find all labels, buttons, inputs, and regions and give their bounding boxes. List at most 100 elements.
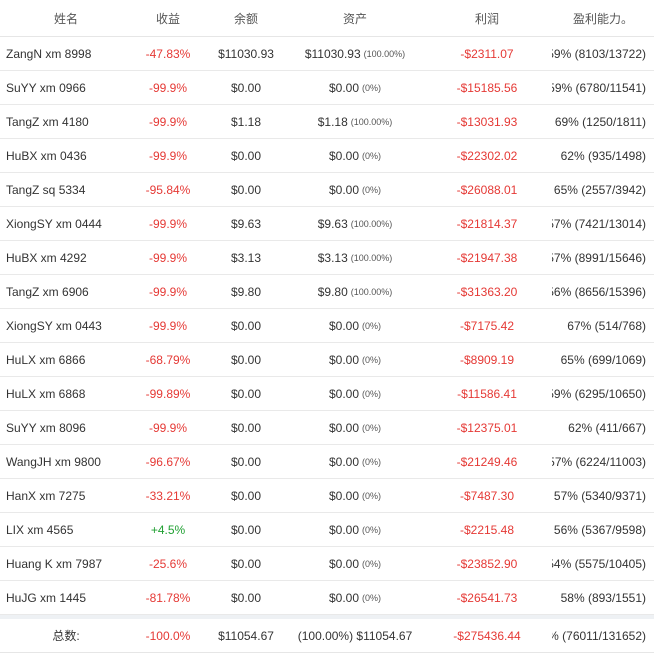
assets-amount: $0.00 [328,522,359,537]
assets-value: $0.00 (0%) [288,71,422,105]
assets-value: $0.00 (0%) [288,139,422,173]
account-name: XiongSY xm 0443 [0,309,132,343]
assets-amount: $0.00 [328,148,359,163]
account-name: SuYY xm 8096 [0,411,132,445]
account-name: HuLX xm 6868 [0,377,132,411]
assets-value: $0.00 (0%) [288,581,422,615]
assets-percent: (0%) [362,82,382,93]
header-balance[interactable]: 余额 [204,0,288,37]
balance-value: $0.00 [204,309,288,343]
gain-value: -99.9% [132,241,204,275]
profit-value: -$2311.07 [422,37,552,71]
win-rate-value: 57% (6224/11003) [552,445,654,479]
assets-percent: (0%) [362,456,382,467]
gain-value: -25.6% [132,547,204,581]
account-name: ZangN xm 8998 [0,37,132,71]
win-rate-value: 57% (5340/9371) [552,479,654,513]
assets-amount: $0.00 [328,454,359,469]
assets-percent: (0%) [362,592,382,603]
gain-value: -99.9% [132,411,204,445]
gain-value: -99.89% [132,377,204,411]
account-name: SuYY xm 0966 [0,71,132,105]
assets-value: $3.13 (100.00%) [288,241,422,275]
assets-amount: $11030.93 [304,46,361,61]
profit-value: -$21947.38 [422,241,552,275]
assets-value: $0.00 (0%) [288,173,422,207]
assets-value: $0.00 (0%) [288,309,422,343]
account-name: TangZ xm 6906 [0,275,132,309]
assets-amount: $0.00 [328,386,359,401]
balance-value: $0.00 [204,71,288,105]
win-rate-value: 58% (893/1551) [552,581,654,615]
gain-value: -68.79% [132,343,204,377]
account-name: HanX xm 7275 [0,479,132,513]
header-name[interactable]: 姓名 [0,0,132,37]
assets-amount: $0.00 [328,420,359,435]
profit-value: -$21814.37 [422,207,552,241]
account-name: HuBX xm 4292 [0,241,132,275]
balance-value: $0.00 [204,479,288,513]
win-rate-value: 62% (411/667) [552,411,654,445]
profit-value: -$21249.46 [422,445,552,479]
balance-value: $0.00 [204,411,288,445]
total-assets: (100.00%) $11054.67 [288,615,422,653]
assets-amount: $0.00 [328,556,359,571]
profit-value: -$26088.01 [422,173,552,207]
balance-value: $0.00 [204,343,288,377]
gain-value: -99.9% [132,71,204,105]
profit-value: -$31363.20 [422,275,552,309]
balance-value: $11030.93 [204,37,288,71]
account-name: HuJG xm 1445 [0,581,132,615]
assets-percent: (100.00%) [350,286,393,297]
header-win-rate[interactable]: 盈利能力。 [552,0,654,37]
header-assets[interactable]: 资产 [288,0,422,37]
total-win-rate: 58% (76011/131652) [552,615,654,653]
assets-percent: (0%) [362,354,382,365]
header-profit[interactable]: 利润 [422,0,552,37]
balance-value: $1.18 [204,105,288,139]
profit-value: -$7175.42 [422,309,552,343]
gain-value: -33.21% [132,479,204,513]
assets-value: $0.00 (0%) [288,513,422,547]
assets-percent: (100.00%) [350,218,393,229]
balance-value: $0.00 [204,547,288,581]
assets-value: $0.00 (0%) [288,445,422,479]
win-rate-value: 57% (8991/15646) [552,241,654,275]
assets-value: $0.00 (0%) [288,343,422,377]
assets-value: $0.00 (0%) [288,411,422,445]
gain-value: -95.84% [132,173,204,207]
assets-amount: $1.18 [317,114,348,129]
assets-amount: $0.00 [328,80,359,95]
assets-percent: (0%) [362,422,382,433]
assets-percent: (100.00%) [350,116,393,127]
account-name: HuLX xm 6866 [0,343,132,377]
balance-value: $9.63 [204,207,288,241]
account-name: TangZ xm 4180 [0,105,132,139]
win-rate-value: 65% (2557/3942) [552,173,654,207]
assets-percent: (100.00%) [350,252,393,263]
win-rate-value: 56% (8656/15396) [552,275,654,309]
gain-value: -99.9% [132,309,204,343]
profit-value: -$15185.56 [422,71,552,105]
assets-amount: $0.00 [328,318,359,333]
assets-amount: $3.13 [317,250,348,265]
assets-percent: (100.00%) [363,48,406,59]
balance-value: $0.00 [204,445,288,479]
assets-percent: (0%) [362,558,382,569]
account-name: XiongSY xm 0444 [0,207,132,241]
profit-value: -$22302.02 [422,139,552,173]
assets-value: $0.00 (0%) [288,479,422,513]
gain-value: +4.5% [132,513,204,547]
assets-amount: $9.63 [317,216,348,231]
header-gain[interactable]: 收益 [132,0,204,37]
gain-value: -99.9% [132,105,204,139]
win-rate-value: 56% (5367/9598) [552,513,654,547]
account-name: LIX xm 4565 [0,513,132,547]
win-rate-value: 65% (699/1069) [552,343,654,377]
win-rate-value: 59% (6780/11541) [552,71,654,105]
assets-amount: $9.80 [317,284,348,299]
assets-value: $1.18 (100.00%) [288,105,422,139]
assets-value: $9.63 (100.00%) [288,207,422,241]
profit-value: -$26541.73 [422,581,552,615]
